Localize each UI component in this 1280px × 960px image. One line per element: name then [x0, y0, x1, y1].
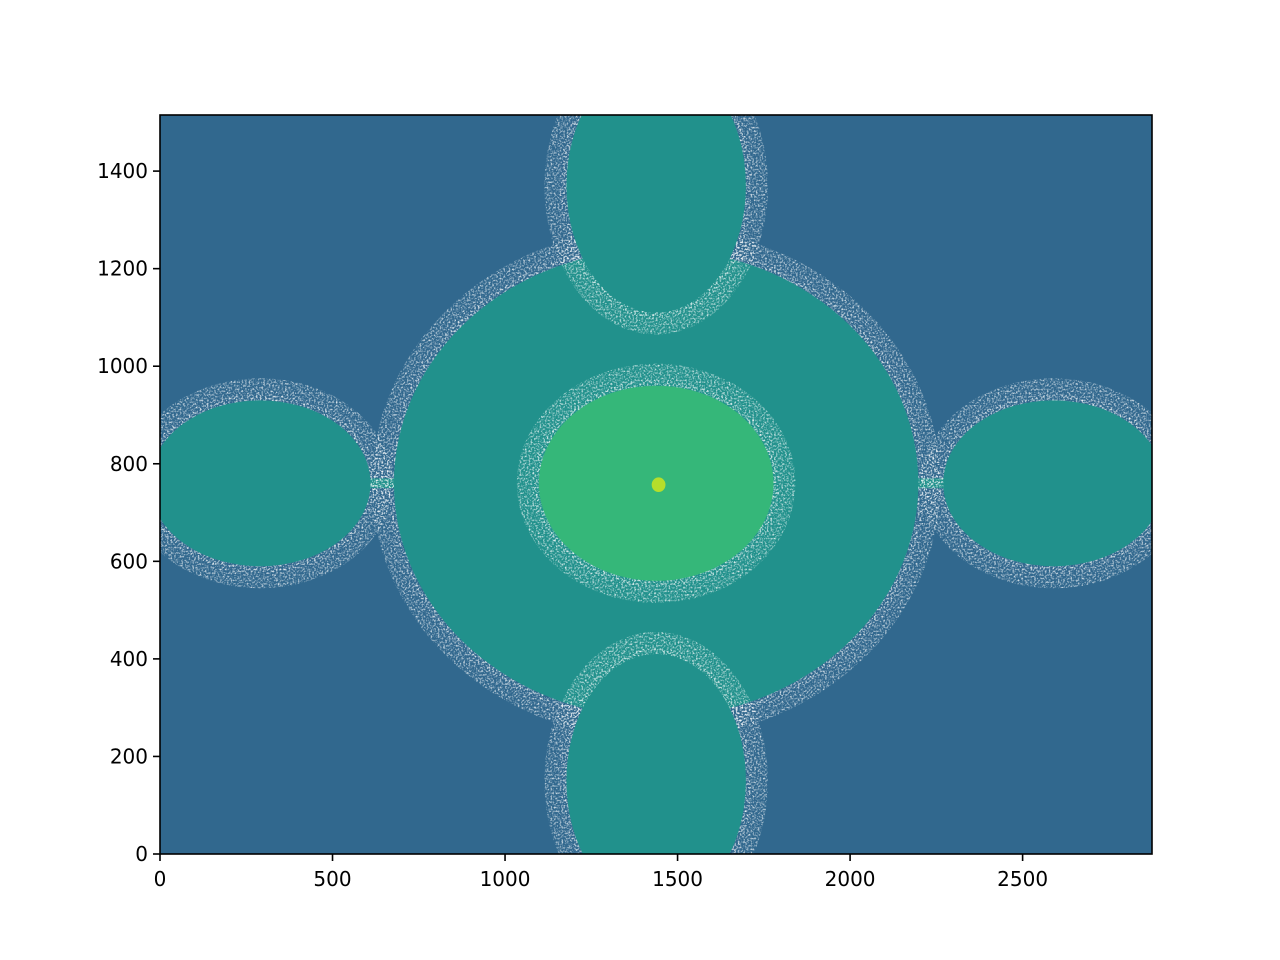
x-tick-label: 500 [313, 867, 351, 891]
x-tick-label: 1500 [652, 867, 703, 891]
x-tick-label: 0 [154, 867, 167, 891]
y-tick-label: 200 [110, 744, 148, 768]
left-lobe [160, 400, 371, 567]
core-spot [651, 477, 666, 493]
x-tick-label: 2000 [825, 867, 876, 891]
y-tick-label: 1200 [97, 257, 148, 281]
plot-frame [159, 114, 1153, 855]
y-tick-label: 800 [110, 452, 148, 476]
x-tick-label: 1000 [480, 867, 531, 891]
y-tick-label: 1000 [97, 354, 148, 378]
y-tick-label: 400 [110, 647, 148, 671]
x-tick-label: 2500 [997, 867, 1048, 891]
y-tick-label: 1400 [97, 159, 148, 183]
y-tick-label: 0 [135, 842, 148, 866]
y-axis: 0 200 400 600 800 1000 1200 1400 [97, 159, 160, 866]
top-lobe [566, 115, 746, 313]
heatmap-layer [160, 115, 1152, 854]
bottom-lobe [566, 654, 746, 854]
right-lobe [943, 400, 1152, 567]
y-tick-label: 600 [110, 549, 148, 573]
x-axis: 0 500 1000 1500 2000 2500 [154, 854, 1048, 891]
